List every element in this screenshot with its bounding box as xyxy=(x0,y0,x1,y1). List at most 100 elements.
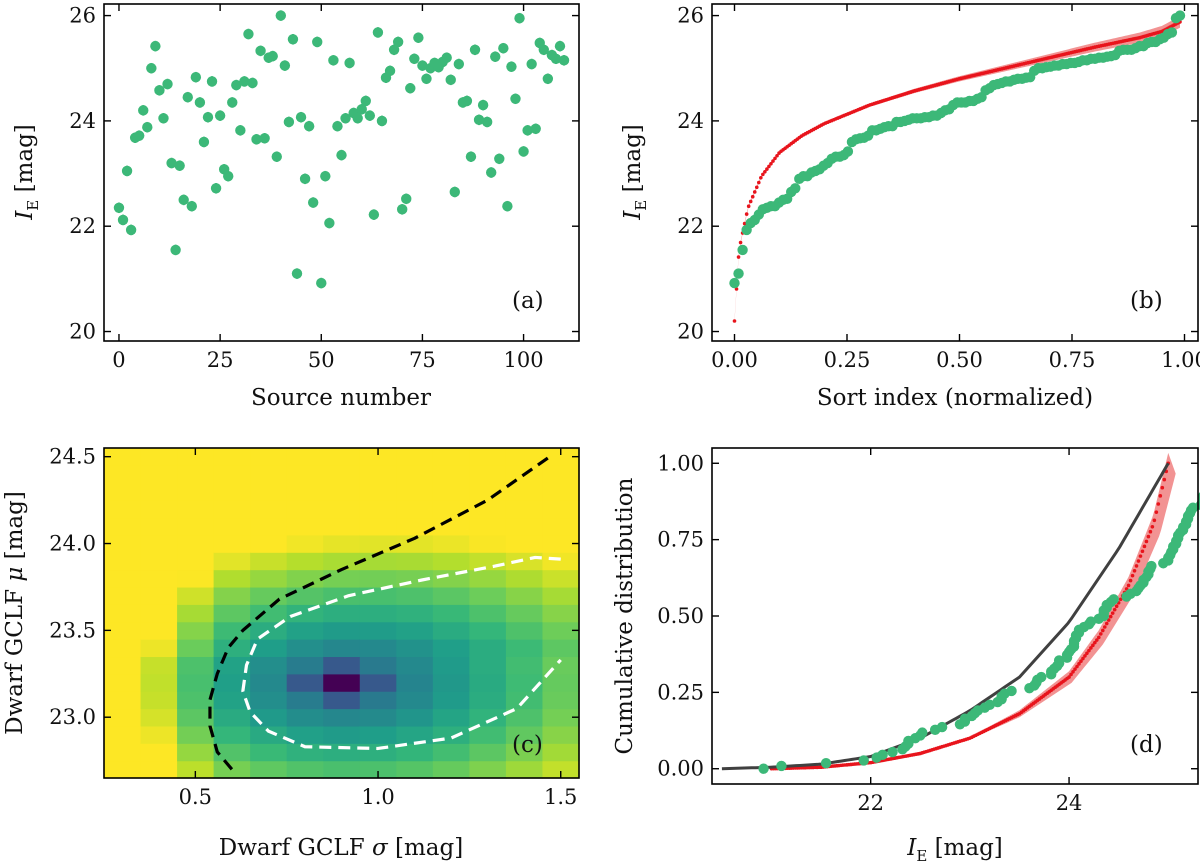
panel-a-ylabel-main: I xyxy=(12,210,38,221)
observed-cdf-point xyxy=(887,746,898,758)
heatmap-cell xyxy=(505,604,544,623)
x-tick-label: 0.50 xyxy=(936,348,983,372)
source-point xyxy=(312,36,323,48)
model-cdf-point xyxy=(1069,672,1073,677)
heatmap-cell xyxy=(250,743,288,762)
observed-cdf-point xyxy=(1006,685,1017,697)
panel-c-heatmap xyxy=(104,448,580,779)
heatmap-cell xyxy=(469,621,507,640)
heatmap-cell xyxy=(104,673,142,692)
source-point xyxy=(461,95,473,107)
heatmap-cell xyxy=(177,639,215,658)
heatmap-cell xyxy=(213,708,251,727)
source-point xyxy=(465,151,477,162)
heatmap-cell xyxy=(505,656,544,675)
heatmap-cell xyxy=(177,448,215,466)
model-point xyxy=(754,185,759,190)
model-cdf-point xyxy=(1093,640,1097,645)
heatmap-cell xyxy=(213,482,251,501)
model-cdf-point xyxy=(1118,597,1123,602)
model-cdf-point xyxy=(1134,564,1139,568)
heatmap-cell xyxy=(542,621,580,640)
panel-c-xlabel-sym: σ xyxy=(372,835,389,861)
source-point xyxy=(243,28,254,40)
heatmap-cell xyxy=(432,621,470,640)
heatmap-cell xyxy=(323,534,361,553)
heatmap-cell xyxy=(250,639,288,658)
heatmap-cell xyxy=(250,448,288,466)
heatmap-cell xyxy=(104,708,142,727)
heatmap-cell xyxy=(432,482,470,501)
heatmap-cell xyxy=(469,604,507,623)
x-tick-label: 24 xyxy=(1056,791,1083,815)
source-point xyxy=(279,60,291,71)
heatmap-cell xyxy=(140,708,178,727)
heatmap-cell xyxy=(286,743,324,762)
y-tick-label: 22 xyxy=(677,214,704,238)
y-tick-label: 23.0 xyxy=(49,705,96,729)
heatmap-cell xyxy=(323,517,361,536)
heatmap-cell xyxy=(505,517,544,536)
source-point xyxy=(514,13,525,24)
source-point xyxy=(134,130,145,141)
heatmap-cell xyxy=(359,725,397,744)
heatmap-cell xyxy=(213,691,251,710)
sorted-source-point xyxy=(1166,27,1178,38)
heatmap-cell xyxy=(396,621,434,640)
heatmap-cell xyxy=(432,465,470,484)
y-tick-label: 26 xyxy=(677,4,704,28)
heatmap-cell xyxy=(104,743,142,762)
y-tick-label: 0.25 xyxy=(657,680,704,704)
model-cdf-point xyxy=(1150,525,1155,529)
heatmap-cell xyxy=(104,621,142,640)
heatmap-cell xyxy=(542,465,580,484)
y-tick-label: 22 xyxy=(69,214,96,238)
heatmap-cell xyxy=(177,569,215,588)
heatmap-cell xyxy=(469,725,507,744)
source-point xyxy=(283,116,295,128)
heatmap-cell xyxy=(104,552,142,571)
source-point xyxy=(291,268,303,279)
heatmap-cell xyxy=(505,500,544,519)
heatmap-cell xyxy=(323,482,361,501)
panel-b-ticks: 0.00 0.25 0.50 0.75 1.00 20 22 24 26 xyxy=(677,4,1200,372)
heatmap-cell xyxy=(359,552,397,571)
heatmap-cell xyxy=(140,656,178,675)
heatmap-cell xyxy=(469,639,507,658)
source-point xyxy=(251,134,262,145)
source-point xyxy=(170,244,181,256)
heatmap-cell xyxy=(469,482,507,501)
panel-d-xlabel-main: I xyxy=(906,835,917,861)
heatmap-cell xyxy=(104,604,142,623)
source-point xyxy=(328,55,339,66)
heatmap-cell xyxy=(432,586,470,605)
observed-cdf-point xyxy=(877,749,888,761)
heatmap-cell xyxy=(359,482,397,501)
heatmap-cell xyxy=(505,534,544,553)
model-cdf-point xyxy=(1100,628,1105,633)
heatmap-cell xyxy=(469,569,507,588)
observed-cdf-point xyxy=(820,757,832,769)
model-cdf-point xyxy=(1158,494,1163,498)
x-tick-label: 1.00 xyxy=(1161,348,1200,372)
source-point xyxy=(178,194,189,206)
panel-b-marks xyxy=(729,10,1186,323)
source-point xyxy=(550,53,562,64)
panel-d-label: (d) xyxy=(1130,732,1163,758)
panel-b-xlabel: Sort index (normalized) xyxy=(817,385,1093,411)
y-tick-label: 0.00 xyxy=(657,757,704,781)
model-cdf-point xyxy=(1073,667,1077,671)
heatmap-cell xyxy=(396,534,434,553)
source-point xyxy=(210,183,222,194)
x-tick-label: 100 xyxy=(504,348,544,372)
y-tick-label: 24.5 xyxy=(49,445,96,469)
heatmap-cell xyxy=(469,448,507,466)
panel-a-ylabel: IE [mag] xyxy=(12,124,42,221)
source-point xyxy=(174,160,185,171)
model-cdf-point xyxy=(1128,578,1133,583)
heatmap-cell xyxy=(323,621,361,640)
model-cdf-point xyxy=(1130,573,1135,578)
heatmap-cell xyxy=(432,691,470,710)
model-point xyxy=(736,255,741,259)
model-cdf-point xyxy=(1114,604,1119,609)
